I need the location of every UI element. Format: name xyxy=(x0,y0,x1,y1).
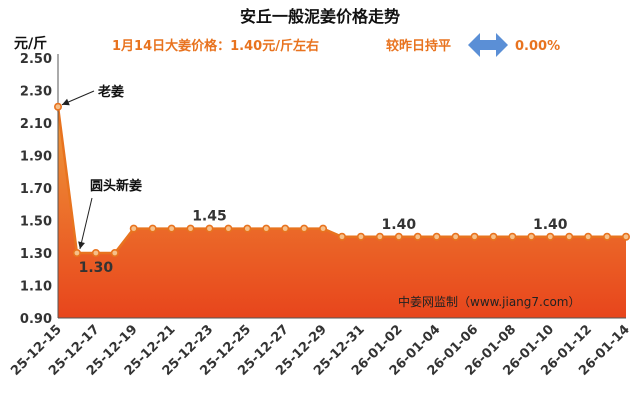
data-label: 1.45 xyxy=(192,209,227,225)
subtitle-change-value: 0.00% xyxy=(515,39,560,54)
price-point xyxy=(394,232,403,241)
annotation-arrow xyxy=(79,197,93,250)
price-point xyxy=(243,224,252,233)
subtitle-price: 1月14日大姜价格：1.40元/斤左右 xyxy=(112,38,319,54)
price-point xyxy=(167,224,176,233)
price-point xyxy=(489,232,498,241)
price-point xyxy=(584,232,593,241)
y-tick-label: 1.70 xyxy=(20,182,52,197)
price-point xyxy=(413,232,422,241)
y-tick-label: 0.90 xyxy=(20,312,52,327)
area-fill xyxy=(58,106,626,318)
price-point xyxy=(205,224,214,233)
y-tick-label: 2.50 xyxy=(20,52,52,67)
y-tick-label: 1.30 xyxy=(20,247,52,262)
price-point xyxy=(375,232,384,241)
price-point xyxy=(186,224,195,233)
price-point xyxy=(224,224,233,233)
price-point xyxy=(451,232,460,241)
y-tick-label: 1.50 xyxy=(20,215,52,230)
price-point xyxy=(356,232,365,241)
price-point xyxy=(527,232,536,241)
double-arrow-icon xyxy=(468,33,508,57)
y-axis-ticks: 0.90 1.10 1.30 1.50 1.70 1.90 2.10 2.30 2.50 xyxy=(20,52,52,327)
annotation-label: 圆头新姜 xyxy=(90,178,142,194)
price-point xyxy=(621,232,630,241)
data-label: 1.40 xyxy=(533,217,568,233)
data-label: 1.30 xyxy=(79,260,114,276)
price-point xyxy=(603,232,612,241)
price-markers xyxy=(53,102,630,258)
price-point xyxy=(262,224,271,233)
y-tick-label: 2.30 xyxy=(20,85,52,100)
subtitle-change-label: 较昨日持平 xyxy=(386,38,451,54)
price-point xyxy=(546,232,555,241)
y-tick-label: 1.90 xyxy=(20,150,52,165)
price-point xyxy=(337,232,346,241)
price-point xyxy=(110,249,119,258)
price-area xyxy=(56,106,626,318)
axes xyxy=(57,54,626,319)
chart-title: 安丘一般泥姜价格走势 xyxy=(240,7,400,26)
x-axis-ticks: 25-12-1525-12-1725-12-1925-12-2125-12-23… xyxy=(8,322,633,379)
annotation-label: 老姜 xyxy=(97,84,124,100)
data-labels: 1.30 1.45 1.40 1.40 xyxy=(79,209,568,276)
price-point xyxy=(300,224,309,233)
data-label: 1.40 xyxy=(382,217,417,233)
annotation-arrowhead xyxy=(78,241,85,249)
price-point xyxy=(91,249,100,258)
annotation-arrowhead xyxy=(62,98,70,106)
price-point xyxy=(319,224,328,233)
price-point xyxy=(53,102,62,111)
y-tick-label: 1.10 xyxy=(20,280,52,295)
price-point xyxy=(148,224,157,233)
price-point xyxy=(470,232,479,241)
y-tick-label: 2.10 xyxy=(20,117,52,132)
watermark-text: 中姜网监制（www.jiang7.com） xyxy=(398,294,580,309)
price-point xyxy=(72,249,81,258)
price-point xyxy=(565,232,574,241)
y-axis-unit-label: 元/斤 xyxy=(14,35,47,52)
price-point xyxy=(129,224,138,233)
price-point xyxy=(281,224,290,233)
price-point xyxy=(508,232,517,241)
price-point xyxy=(432,232,441,241)
